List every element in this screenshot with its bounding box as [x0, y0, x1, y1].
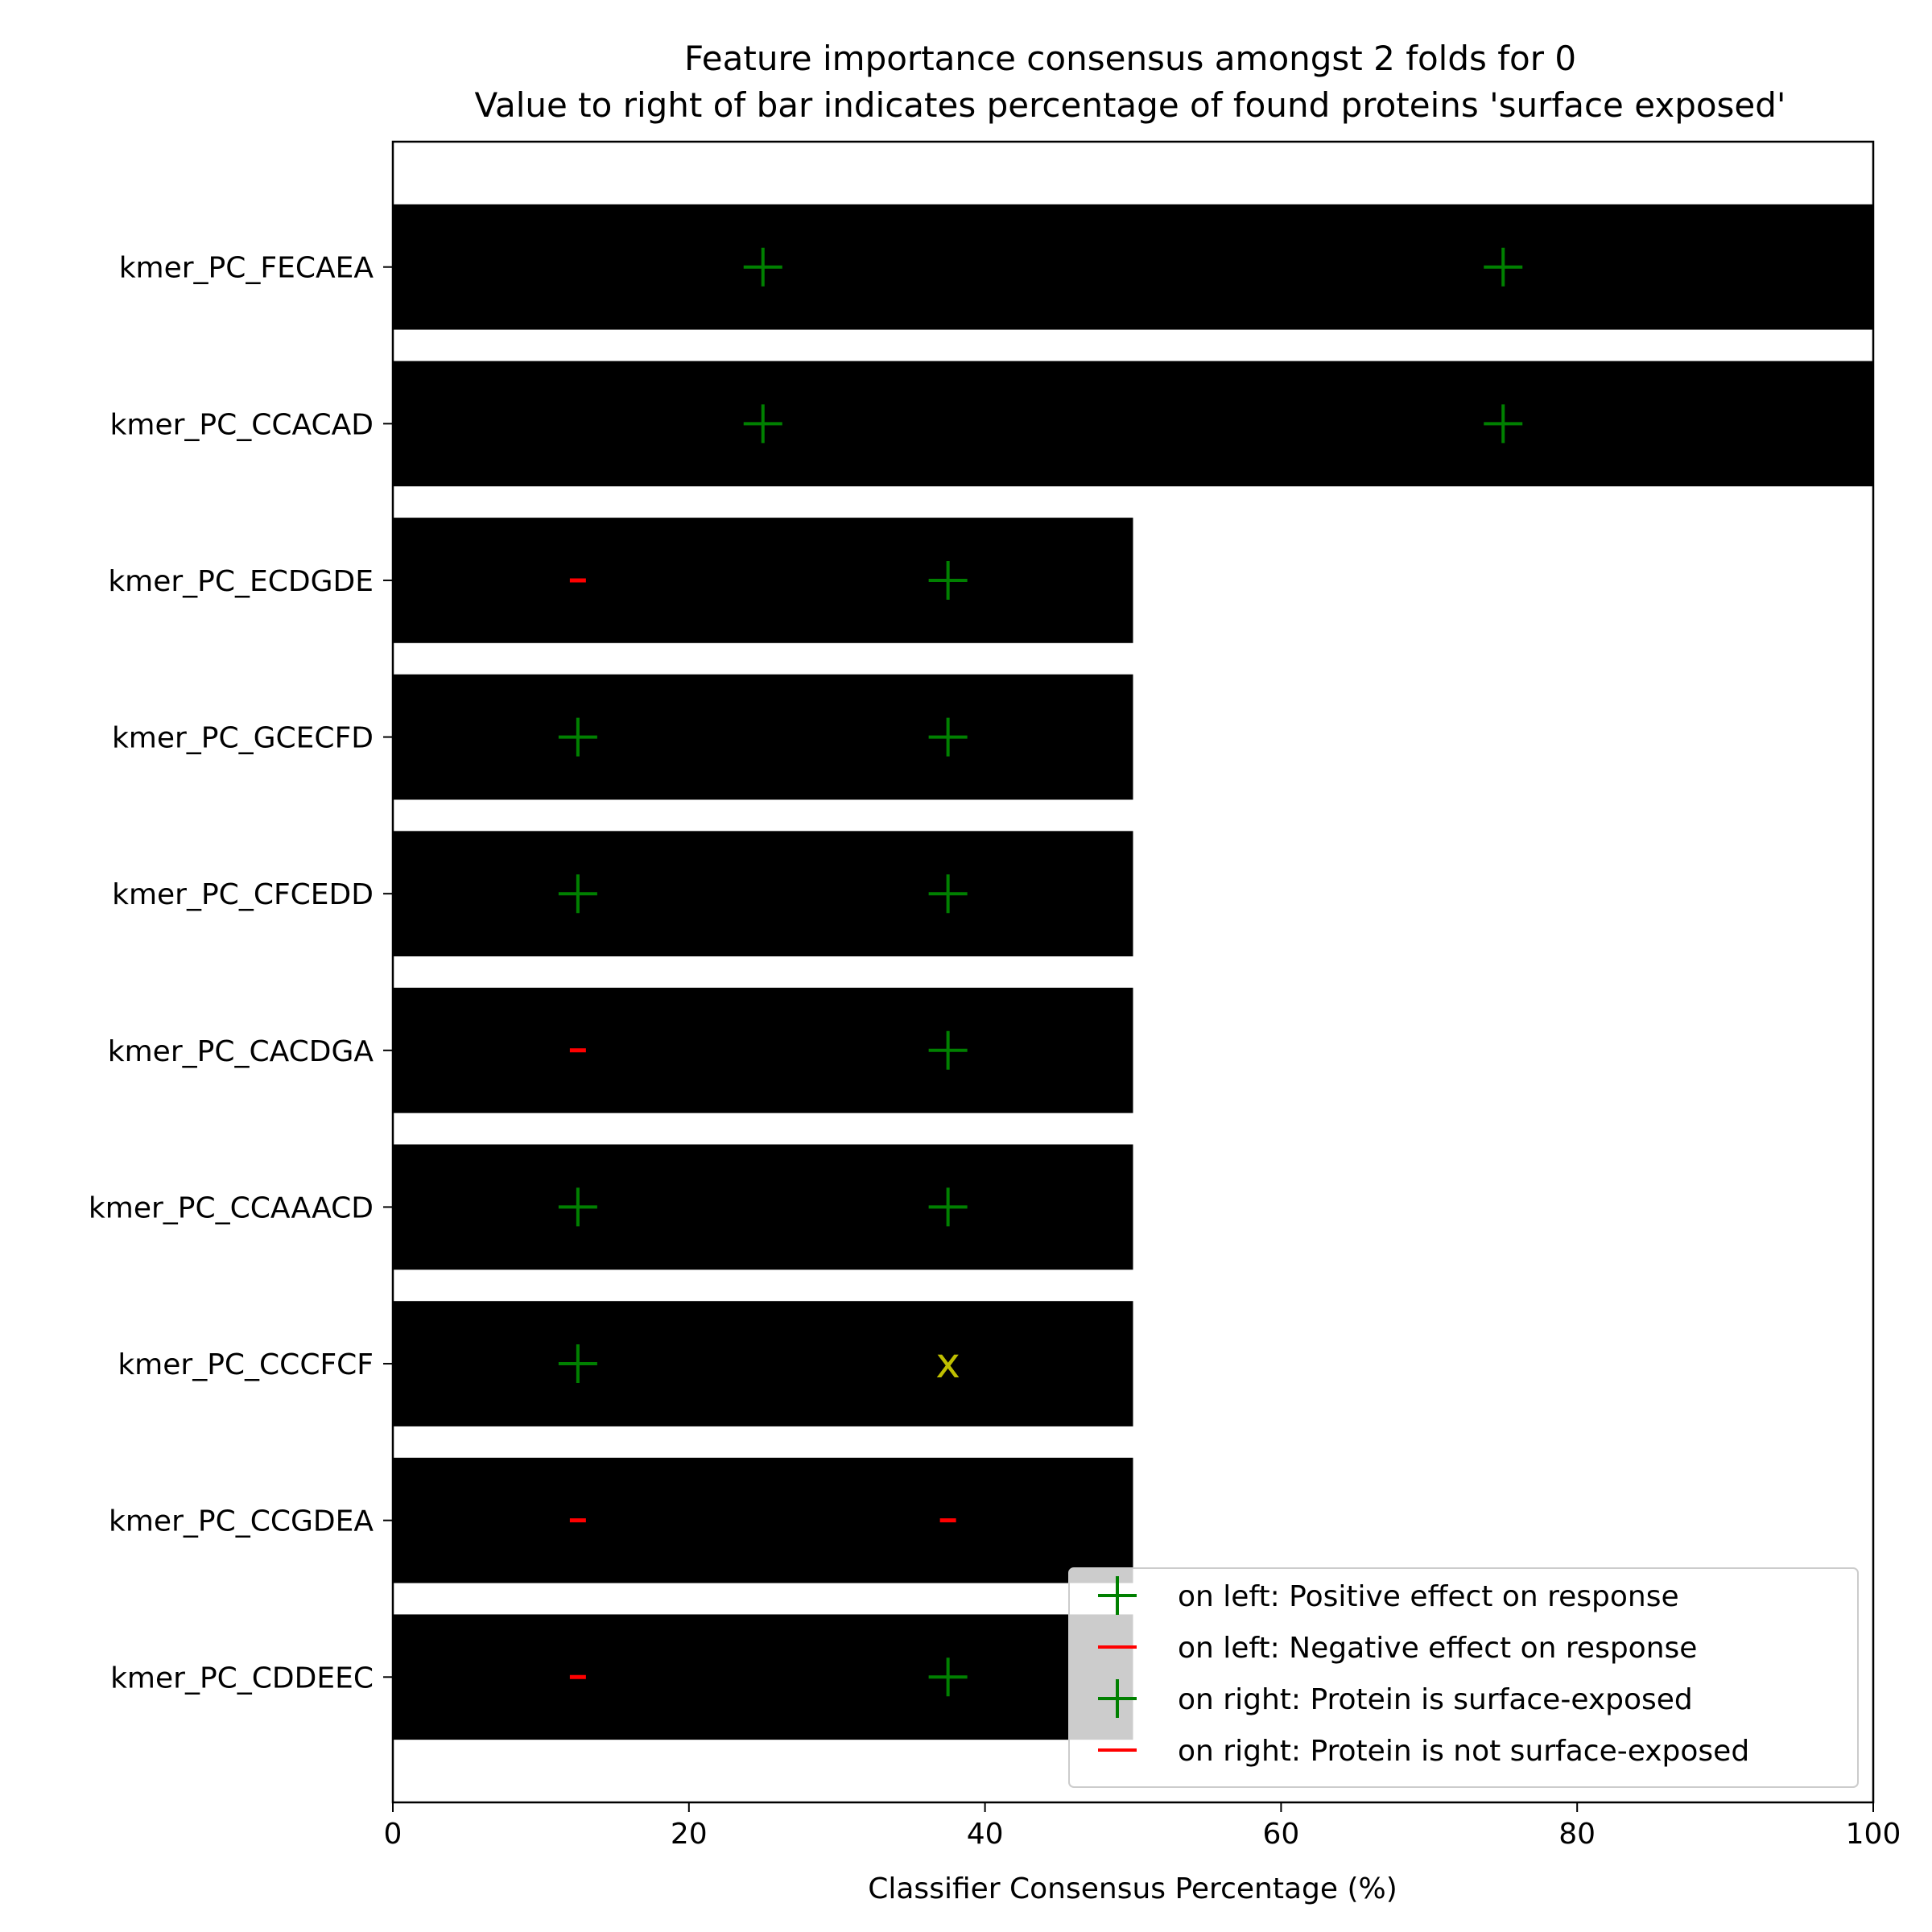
right-marker: [928, 1657, 968, 1697]
legend-label: on left: Negative effect on response: [1178, 1632, 1697, 1665]
bar: [393, 1301, 1133, 1426]
bar: [393, 518, 1133, 643]
x-tick-label: 100: [1846, 1818, 1901, 1851]
right-marker: [1484, 247, 1523, 287]
right-marker: [928, 1030, 968, 1070]
x-tick-label: 60: [1262, 1818, 1299, 1851]
y-axis: kmer_PC_FECAEA kmer_PC_CCACAD kmer_PC_ECDG…: [89, 252, 393, 1695]
x-axis-label: Classifier Consensus Percentage (%): [868, 1872, 1397, 1905]
bar: [393, 1144, 1133, 1270]
left-marker: [558, 874, 597, 914]
y-tick-label: kmer_PC_CDDEEC: [110, 1662, 374, 1695]
y-tick-label: kmer_PC_FECAEA: [119, 252, 374, 285]
bar: [393, 361, 1873, 487]
bar: [393, 831, 1133, 957]
bar: [393, 987, 1133, 1113]
left-marker: [558, 1344, 597, 1384]
x-axis: 0 20 40 60 80 100: [384, 1802, 1901, 1851]
legend-label: on left: Positive effect on response: [1178, 1580, 1679, 1613]
left-marker: [743, 404, 782, 444]
right-marker: [928, 874, 968, 914]
bar: [393, 1614, 1133, 1740]
x-tick-label: 20: [671, 1818, 708, 1851]
y-tick-label: kmer_PC_CCCFCF: [118, 1348, 374, 1381]
bars-group: [393, 204, 1873, 1740]
y-tick-label: kmer_PC_CCACAD: [110, 408, 374, 441]
x-tick-label: 80: [1558, 1818, 1596, 1851]
legend-label: on right: Protein is surface-exposed: [1178, 1683, 1693, 1716]
y-tick-label: kmer_PC_ECDGDE: [108, 565, 374, 598]
left-marker: [558, 1187, 597, 1227]
plot-frame: [391, 140, 1875, 1804]
chart-title: Feature importance consensus amongst 2 f…: [684, 39, 1576, 78]
x-tick-label: 40: [967, 1818, 1004, 1851]
right-marker: [1484, 404, 1523, 444]
y-tick-label: kmer_PC_CACDGA: [108, 1035, 374, 1068]
right-marker: [928, 1187, 968, 1227]
legend-frame: [1068, 1567, 1859, 1788]
right-marker: x: [935, 1340, 960, 1388]
legend-label: on right: Protein is not surface-exposed: [1178, 1735, 1749, 1768]
legend: on left: Positive effect on response on l…: [1068, 1567, 1859, 1788]
left-marker: [558, 717, 597, 757]
right-marker: [928, 560, 968, 600]
y-tick-label: kmer_PC_CCAAACD: [89, 1191, 374, 1224]
markers-group: x: [558, 247, 1523, 1697]
y-tick-label: kmer_PC_CFCEDD: [112, 878, 374, 911]
bar: [393, 674, 1133, 800]
left-marker: [743, 247, 782, 287]
y-tick-label: kmer_PC_GCECFD: [112, 722, 374, 755]
chart-subtitle: Value to right of bar indicates percenta…: [475, 85, 1786, 125]
bar: [393, 1457, 1133, 1583]
x-tick-label: 0: [384, 1818, 402, 1851]
bar: [393, 204, 1873, 330]
y-tick-label: kmer_PC_CCGDEA: [109, 1505, 374, 1538]
right-marker: [928, 717, 968, 757]
